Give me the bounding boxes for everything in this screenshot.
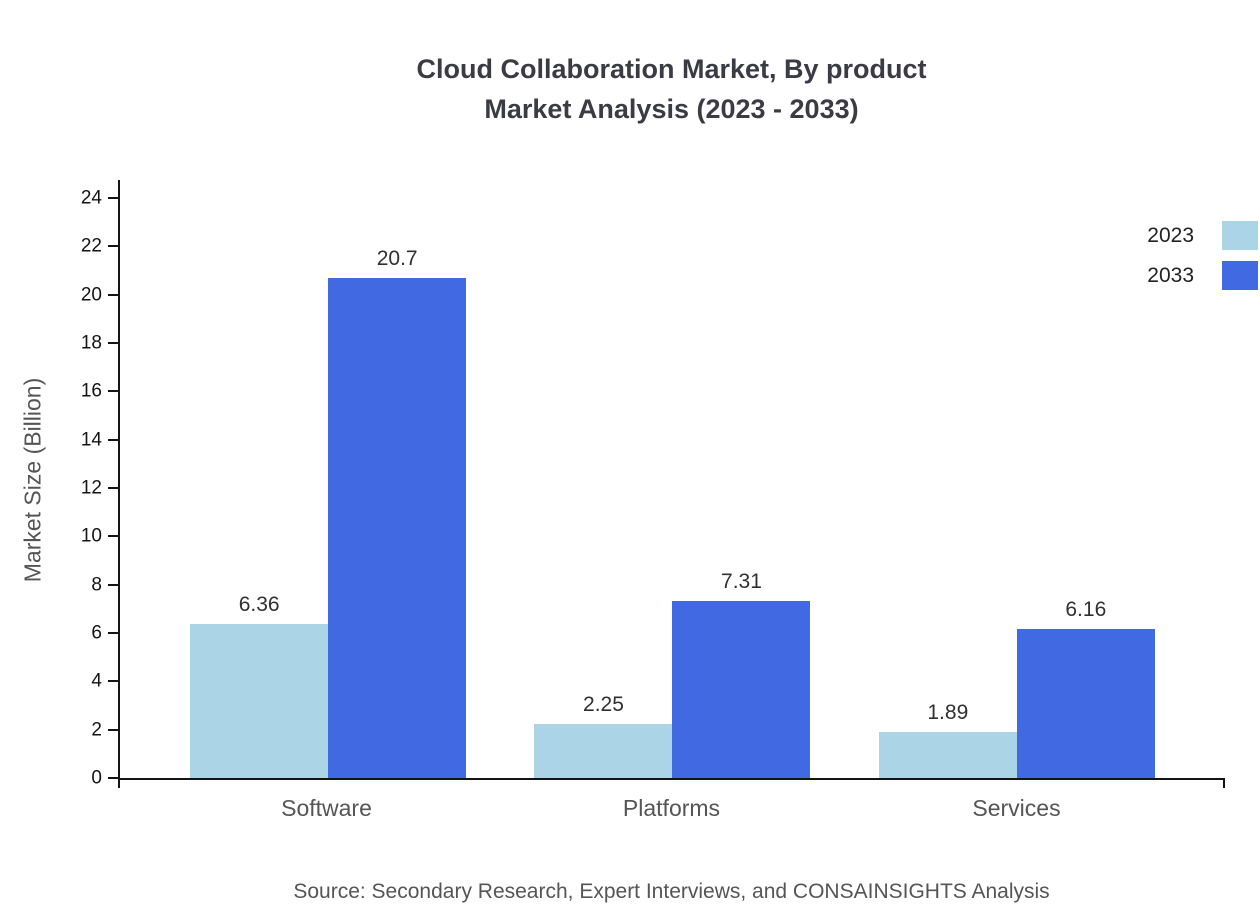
y-tick-label: 2	[91, 719, 102, 741]
bar-2033-software: 20.7	[328, 247, 467, 778]
y-tick-label: 20	[80, 284, 102, 306]
x-axis-end-tick-right	[1223, 778, 1225, 788]
legend-swatch	[1222, 221, 1258, 250]
value-label: 6.36	[238, 593, 280, 617]
chart-title: Cloud Collaboration Market, By product M…	[118, 49, 1225, 129]
value-label: 6.16	[1065, 598, 1107, 622]
y-tick-mark	[108, 632, 118, 634]
x-axis-label-services: Services	[972, 795, 1061, 821]
legend-label: 2023	[1147, 223, 1194, 247]
y-axis-title: Market Size (Billion)	[19, 377, 46, 583]
bar-2033-platforms: 7.31	[672, 570, 811, 778]
y-tick-label: 8	[91, 574, 102, 596]
y-tick-mark	[108, 728, 118, 731]
y-tick-label: 18	[80, 332, 102, 354]
plot-area: 0 2 4 6 8 10 12 14 16 18 20 22 24 6.36 20.7 2.25 7.31 1.…	[81, 180, 1225, 788]
y-tick-mark	[108, 535, 118, 538]
bar-2023-software: 6.36	[190, 593, 329, 778]
bar-2023-platforms: 2.25	[534, 693, 673, 778]
legend-item-2033: 2033	[1147, 261, 1258, 290]
value-label: 7.31	[721, 570, 762, 594]
source-note: Source: Secondary Research, Expert Inter…	[293, 880, 1050, 903]
bar-2023-services: 1.89	[878, 701, 1017, 778]
y-tick-mark	[108, 583, 118, 586]
y-tick-label: 0	[91, 767, 102, 789]
y-tick-mark	[108, 487, 118, 489]
x-axis-labels: Software Platforms Services	[118, 795, 1225, 822]
legend-swatch	[1222, 261, 1258, 290]
y-tick-label: 6	[91, 622, 102, 644]
value-label: 1.89	[927, 701, 969, 725]
value-label: 2.25	[583, 692, 624, 716]
y-tick-mark	[108, 245, 118, 248]
legend: 2023 2033	[1147, 221, 1258, 290]
legend-label: 2033	[1147, 263, 1194, 287]
y-tick-label: 14	[80, 429, 102, 451]
y-tick-mark	[108, 293, 118, 296]
y-tick-label: 16	[80, 380, 102, 402]
y-tick-label: 12	[80, 477, 102, 499]
x-axis-end-tick-left	[118, 778, 120, 788]
y-tick-mark	[108, 197, 118, 199]
bars-container: 6.36 20.7 2.25 7.31 1.89 6.16	[120, 180, 1225, 778]
y-tick-mark	[108, 680, 118, 683]
legend-item-2023: 2023	[1147, 221, 1258, 250]
y-tick-mark	[108, 390, 118, 393]
bar-2033-services: 6.16	[1016, 598, 1155, 778]
value-label: 20.7	[376, 246, 418, 270]
bar-group-software: 6.36 20.7	[156, 247, 500, 778]
y-tick-mark	[108, 438, 118, 441]
y-tick-mark	[108, 342, 118, 344]
bar-group-services: 1.89 6.16	[845, 598, 1189, 778]
x-axis-label-platforms: Platforms	[622, 795, 721, 821]
y-tick-mark	[108, 777, 118, 779]
bar-group-platforms: 2.25 7.31	[500, 570, 844, 778]
y-tick-label: 10	[80, 525, 102, 547]
chart-title-line1: Cloud Collaboration Market, By product	[416, 54, 927, 84]
y-tick-label: 4	[91, 670, 102, 692]
chart-title-line2: Market Analysis (2023 - 2033)	[484, 94, 859, 124]
y-tick-label: 24	[80, 187, 102, 209]
y-tick-label: 22	[80, 235, 102, 257]
x-axis-label-software: Software	[281, 795, 372, 821]
